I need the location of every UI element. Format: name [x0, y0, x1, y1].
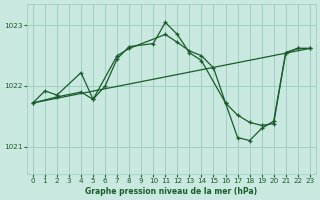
X-axis label: Graphe pression niveau de la mer (hPa): Graphe pression niveau de la mer (hPa): [85, 187, 257, 196]
